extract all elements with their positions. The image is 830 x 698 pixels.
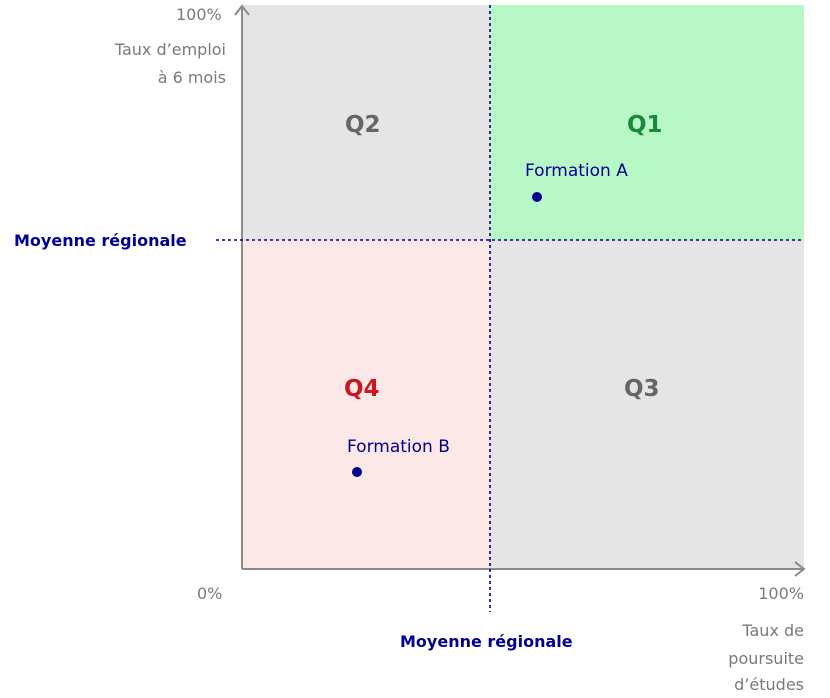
quadrant-q2-label: Q2 — [345, 112, 381, 138]
quadrant-q4-area — [242, 240, 490, 569]
vertical-mean-label: Moyenne régionale — [400, 632, 573, 651]
y-axis-arrow — [234, 4, 250, 16]
x-axis-title-line1: Taux de — [742, 621, 804, 640]
horizontal-mean-label: Moyenne régionale — [14, 231, 187, 250]
point-formation-a — [532, 192, 542, 202]
formation-a-label: Formation A — [525, 161, 628, 181]
x-axis-max-label: 100% — [758, 584, 804, 603]
x-axis-title-line3: d’études — [734, 675, 804, 694]
point-formation-b — [352, 467, 362, 477]
quadrant-q3-area — [490, 240, 804, 569]
y-axis-max-label: 100% — [176, 5, 222, 24]
formation-b-label: Formation B — [347, 437, 450, 457]
x-axis-min-label: 0% — [197, 584, 223, 603]
quadrant-q2-area — [242, 5, 490, 240]
quadrant-q3-label: Q3 — [624, 376, 660, 402]
y-axis-title-line1: Taux d’emploi — [114, 40, 226, 59]
quadrant-q1-area — [490, 5, 804, 240]
x-axis-title-line2: poursuite — [728, 649, 804, 668]
quadrant-q1-label: Q1 — [627, 112, 663, 138]
x-axis-arrow — [794, 561, 806, 577]
quadrant-q4-label: Q4 — [344, 376, 380, 402]
y-axis-title-line2: à 6 mois — [157, 68, 226, 87]
